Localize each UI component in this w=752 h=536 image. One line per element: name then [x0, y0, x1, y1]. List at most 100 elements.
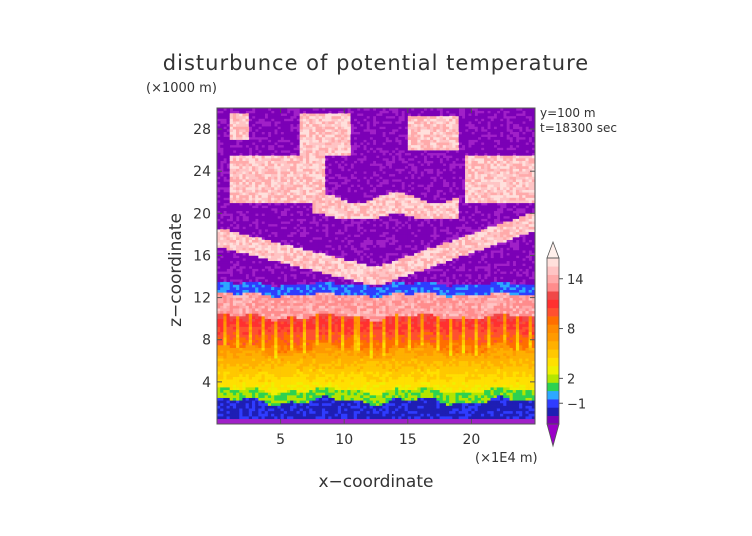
field-cell: [280, 339, 285, 343]
field-cell: [255, 368, 259, 372]
field-cell: [318, 331, 323, 335]
field-cell: [366, 318, 370, 322]
field-cell: [286, 389, 291, 393]
field-cell: [277, 310, 281, 314]
field-cell: [264, 413, 269, 417]
field-cell: [264, 158, 269, 161]
field-cell: [360, 176, 364, 180]
field-cell: [239, 347, 243, 351]
field-cell: [347, 126, 351, 130]
field-cell: [328, 326, 332, 330]
field-cell: [353, 323, 358, 327]
field-cell: [245, 229, 250, 233]
field-cell: [274, 384, 278, 388]
field-cell: [325, 142, 329, 146]
field-cell: [255, 355, 259, 359]
field-cell: [277, 279, 281, 283]
field-cell: [261, 142, 265, 146]
field-cell: [347, 297, 351, 301]
field-cell: [344, 329, 348, 333]
field-cell: [245, 305, 250, 309]
field-cell: [325, 347, 329, 351]
field-cell: [274, 168, 278, 172]
field-cell: [251, 373, 256, 377]
field-cell: [363, 387, 367, 391]
field-cell: [239, 368, 243, 372]
field-cell: [306, 126, 310, 130]
field-cell: [360, 402, 364, 406]
field-cell: [353, 337, 358, 341]
field-cell: [334, 360, 339, 364]
field-cell: [290, 337, 294, 341]
field-cell: [337, 400, 342, 404]
field-cell: [255, 237, 259, 240]
field-cell: [353, 373, 358, 377]
field-cell: [258, 279, 262, 283]
field-cell: [229, 163, 234, 167]
field-cell: [318, 371, 323, 375]
field-cell: [261, 405, 265, 409]
field-cell: [328, 229, 332, 233]
field-cell: [283, 337, 288, 341]
field-cell: [267, 376, 272, 380]
field-cell: [328, 358, 332, 362]
field-cell: [331, 144, 335, 148]
field-cell: [309, 310, 313, 314]
field-cell: [239, 379, 243, 383]
field-cell: [248, 289, 253, 293]
field-cell: [217, 402, 221, 406]
field-cell: [280, 205, 285, 209]
field-cell: [242, 368, 246, 372]
field-cell: [255, 345, 259, 348]
field-cell: [264, 202, 269, 206]
field-cell: [283, 334, 288, 338]
field-cell: [261, 416, 265, 420]
field-cell: [309, 373, 313, 377]
field-cell: [293, 321, 297, 325]
field-cell: [350, 405, 355, 409]
field-cell: [309, 266, 313, 269]
field-cell: [258, 384, 262, 388]
field-cell: [290, 189, 294, 193]
field-cell: [283, 160, 288, 164]
field-cell: [312, 252, 316, 256]
field-cell: [267, 197, 272, 201]
field-cell: [217, 358, 221, 362]
field-cell: [344, 316, 348, 319]
field-cell: [226, 115, 231, 119]
field-cell: [350, 316, 355, 319]
field-cell: [280, 160, 285, 164]
field-cell: [261, 179, 265, 183]
field-cell: [350, 181, 355, 185]
field-cell: [299, 181, 304, 185]
field-cell: [363, 284, 367, 288]
field-cell: [280, 323, 285, 327]
field-cell: [274, 334, 278, 338]
field-cell: [232, 395, 237, 398]
field-cell: [264, 368, 269, 372]
field-cell: [302, 121, 307, 125]
field-cell: [296, 363, 300, 367]
field-cell: [239, 158, 243, 161]
field-cell: [306, 384, 310, 388]
field-cell: [337, 397, 342, 401]
field-cell: [360, 294, 364, 298]
field-cell: [236, 416, 240, 420]
field-cell: [318, 395, 323, 398]
field-cell: [280, 279, 285, 283]
field-cell: [232, 181, 237, 185]
field-cell: [226, 281, 231, 285]
field-cell: [363, 337, 367, 341]
field-cell: [277, 252, 281, 256]
field-cell: [309, 160, 313, 164]
field-cell: [283, 326, 288, 330]
field-cell: [350, 416, 355, 420]
field-cell: [363, 410, 367, 414]
field-cell: [312, 255, 316, 259]
field-cell: [315, 326, 320, 330]
field-cell: [318, 244, 323, 248]
field-cell: [280, 368, 285, 372]
field-cell: [309, 381, 313, 385]
field-cell: [267, 373, 272, 377]
field-cell: [229, 389, 234, 393]
